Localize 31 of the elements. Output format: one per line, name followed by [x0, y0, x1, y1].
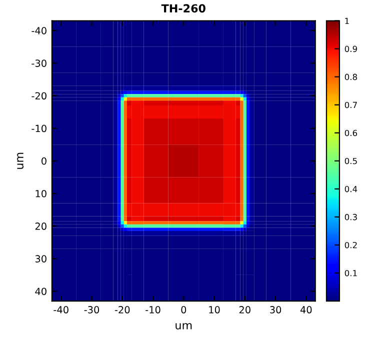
color-bar-label: 0.2 — [344, 242, 357, 248]
y-tick-label: 10 — [36, 190, 46, 198]
x-tick-label: 30 — [270, 306, 282, 314]
y-tick-label: 20 — [35, 222, 46, 230]
y-axis-title: um — [17, 152, 24, 169]
x-tick-label: -40 — [54, 306, 68, 314]
color-bar-label: 0.8 — [344, 74, 358, 80]
color-bar-label: 0.9 — [344, 46, 357, 52]
y-tick-label: 30 — [35, 255, 46, 262]
color-bar-label: 0.7 — [344, 102, 357, 108]
color-bar-label: 0.4 — [344, 186, 358, 192]
x-tick-label: 0 — [181, 306, 186, 314]
x-tick-label: -10 — [146, 306, 160, 314]
color-bar-label: 0.6 — [344, 130, 358, 136]
x-axis-title: um — [176, 323, 192, 330]
x-tick-label: -30 — [84, 306, 100, 314]
color-bar-label: 0.3 — [344, 214, 357, 220]
x-tick-label: 40 — [300, 306, 312, 314]
color-bar-label: 0.1 — [344, 270, 357, 276]
x-tick-label: 20 — [239, 306, 250, 314]
y-tick-label: -30 — [32, 60, 46, 67]
color-bar-label: 1 — [345, 18, 349, 24]
chart-title: TH-260 — [161, 4, 206, 13]
y-tick-label: -40 — [32, 27, 46, 34]
y-tick-label: 0 — [42, 157, 46, 165]
x-tick-label: -20 — [114, 306, 130, 314]
y-tick-label: 40 — [35, 288, 46, 296]
y-tick-label: -10 — [32, 124, 46, 132]
y-tick-label: -20 — [32, 92, 46, 100]
x-tick-label: 10 — [209, 306, 220, 314]
color-bar-label: 0.5 — [344, 158, 357, 164]
